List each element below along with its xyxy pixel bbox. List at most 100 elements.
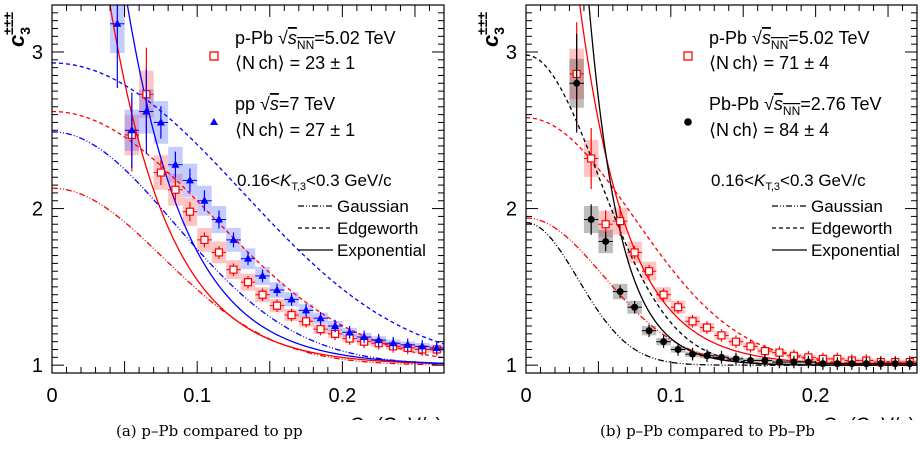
data-point	[360, 332, 369, 340]
fit-legend-label: Edgeworth	[811, 219, 892, 238]
caption-b: (b) p–Pb compared to Pb–Pb	[600, 422, 815, 440]
x-axis-label: Q3 (GeV/c)	[822, 415, 915, 420]
data-point	[616, 217, 625, 226]
data-point	[718, 353, 725, 361]
data-point	[302, 305, 311, 314]
fit-legend-label: Gaussian	[337, 197, 409, 216]
kt-range-label: 0.16<KT,3<0.3 GeV/c	[711, 171, 866, 193]
data-point	[761, 356, 769, 364]
y-tick-label: 2	[506, 199, 517, 221]
data-point	[601, 220, 610, 229]
x-tick-label: 0.2	[802, 385, 830, 407]
data-point	[819, 360, 827, 368]
data-point	[403, 340, 412, 348]
legend: p-Pb √sNN=5.02 TeV⟨N ch⟩ = 71 ± 4 Pb-Pb √…	[683, 28, 900, 260]
y-tick-label: 3	[32, 42, 43, 64]
fit-legend-label: Exponential	[337, 241, 426, 260]
caption-a: (a) p–Pb compared to pp	[116, 422, 303, 440]
data-point	[301, 317, 311, 326]
data-point	[214, 215, 223, 223]
data-point	[877, 360, 885, 368]
y-axis: 1 2 3	[32, 4, 444, 377]
data-point	[891, 360, 899, 368]
plot-area	[526, 5, 917, 370]
data-point	[214, 248, 224, 257]
x-axis: 0 0.1 0.2	[46, 5, 445, 407]
data-point	[790, 358, 798, 366]
data-point	[616, 288, 624, 296]
data-point	[171, 185, 180, 194]
data-point	[185, 175, 194, 184]
data-point	[703, 352, 711, 360]
y-tick-label: 3	[506, 42, 517, 64]
x-tick-label: 0	[520, 385, 531, 407]
legend-marker	[683, 51, 693, 61]
legend-marker	[209, 51, 219, 61]
data-point	[775, 358, 783, 366]
gaussian-fit-curve	[52, 187, 444, 366]
legend-marker	[684, 118, 692, 126]
data-point	[113, 19, 122, 27]
legend-series-label: Pb-Pb √sNN=2.76 TeV	[709, 94, 882, 118]
data-point	[573, 79, 581, 87]
data-point	[631, 303, 639, 311]
edgeworth-fit-curve	[52, 62, 444, 345]
legend-marker	[210, 118, 218, 125]
legend-series-label: p-Pb √sNN=5.02 TeV	[709, 28, 870, 52]
data-point	[746, 342, 755, 351]
panel-b: 0 0.1 0.2 1 2 3 Q3 (GeV/c) c3±±± p-Pb √sNN=5.02 …	[474, 4, 918, 420]
data-point	[418, 341, 427, 350]
fit-legend-label: Edgeworth	[337, 219, 418, 238]
data-point	[659, 290, 668, 299]
x-tick-label: 0.2	[328, 385, 356, 407]
data-point	[258, 290, 267, 299]
panel-a: 0 0.1 0.2 1 2 3 Q3 (GeV/c) c3±±± p-Pb √sNN=5.02 …	[0, 4, 445, 420]
data-point	[587, 154, 596, 163]
legend-series-label: p-Pb √sNN=5.02 TeV	[235, 28, 396, 52]
kt-range-label: 0.16<KT,3<0.3 GeV/c	[237, 171, 392, 193]
y-tick-label: 1	[32, 355, 43, 377]
data-point	[833, 360, 841, 368]
data-point	[258, 271, 267, 279]
data-point	[345, 327, 354, 336]
data-point	[602, 237, 610, 245]
plot-frame	[525, 4, 918, 374]
fit-legend-label: Exponential	[811, 241, 900, 260]
data-point	[760, 346, 770, 356]
legend-series-label: pp √s=7 TeV	[235, 94, 335, 114]
data-point	[273, 285, 282, 294]
exponential-fit-curve	[126, 5, 444, 364]
y-axis: 1 2 3	[506, 4, 917, 377]
legend-multiplicity: ⟨N ch⟩ = 23 ± 1	[235, 53, 355, 73]
legend: p-Pb √sNN=5.02 TeV⟨N ch⟩ = 23 ± 1 pp √s=7…	[209, 28, 426, 260]
data-point	[316, 325, 325, 334]
x-tick-label: 0.1	[183, 385, 211, 407]
data-point	[689, 350, 697, 358]
data-point	[243, 278, 253, 287]
y-tick-label: 2	[32, 199, 43, 221]
x-axis-label: Q3 (GeV/c)	[349, 415, 442, 420]
data-point	[660, 338, 668, 346]
figure: 0 0.1 0.2 1 2 3 Q3 (GeV/c) c3±±± p-Pb √sNN=5.02 …	[0, 4, 918, 420]
data-point	[200, 196, 209, 204]
data-point	[331, 321, 340, 330]
legend-multiplicity: ⟨N ch⟩ = 27 ± 1	[235, 120, 355, 140]
data-point	[630, 248, 639, 257]
data-point	[316, 313, 325, 322]
data-point	[185, 207, 195, 216]
gaussian-fit-curve	[52, 131, 444, 365]
data-point	[731, 337, 741, 346]
data-point	[156, 117, 165, 126]
data-point	[171, 160, 180, 168]
plot-area	[52, 5, 444, 366]
y-tick-label: 1	[506, 355, 517, 377]
data-point	[848, 360, 856, 368]
data-point	[804, 358, 812, 366]
data-point	[906, 360, 914, 368]
data-point	[732, 355, 740, 363]
data-point	[673, 303, 683, 312]
y-axis-label: c3±±±	[474, 12, 507, 47]
data-point	[156, 168, 165, 177]
data-point	[127, 125, 136, 134]
data-point	[229, 235, 238, 243]
